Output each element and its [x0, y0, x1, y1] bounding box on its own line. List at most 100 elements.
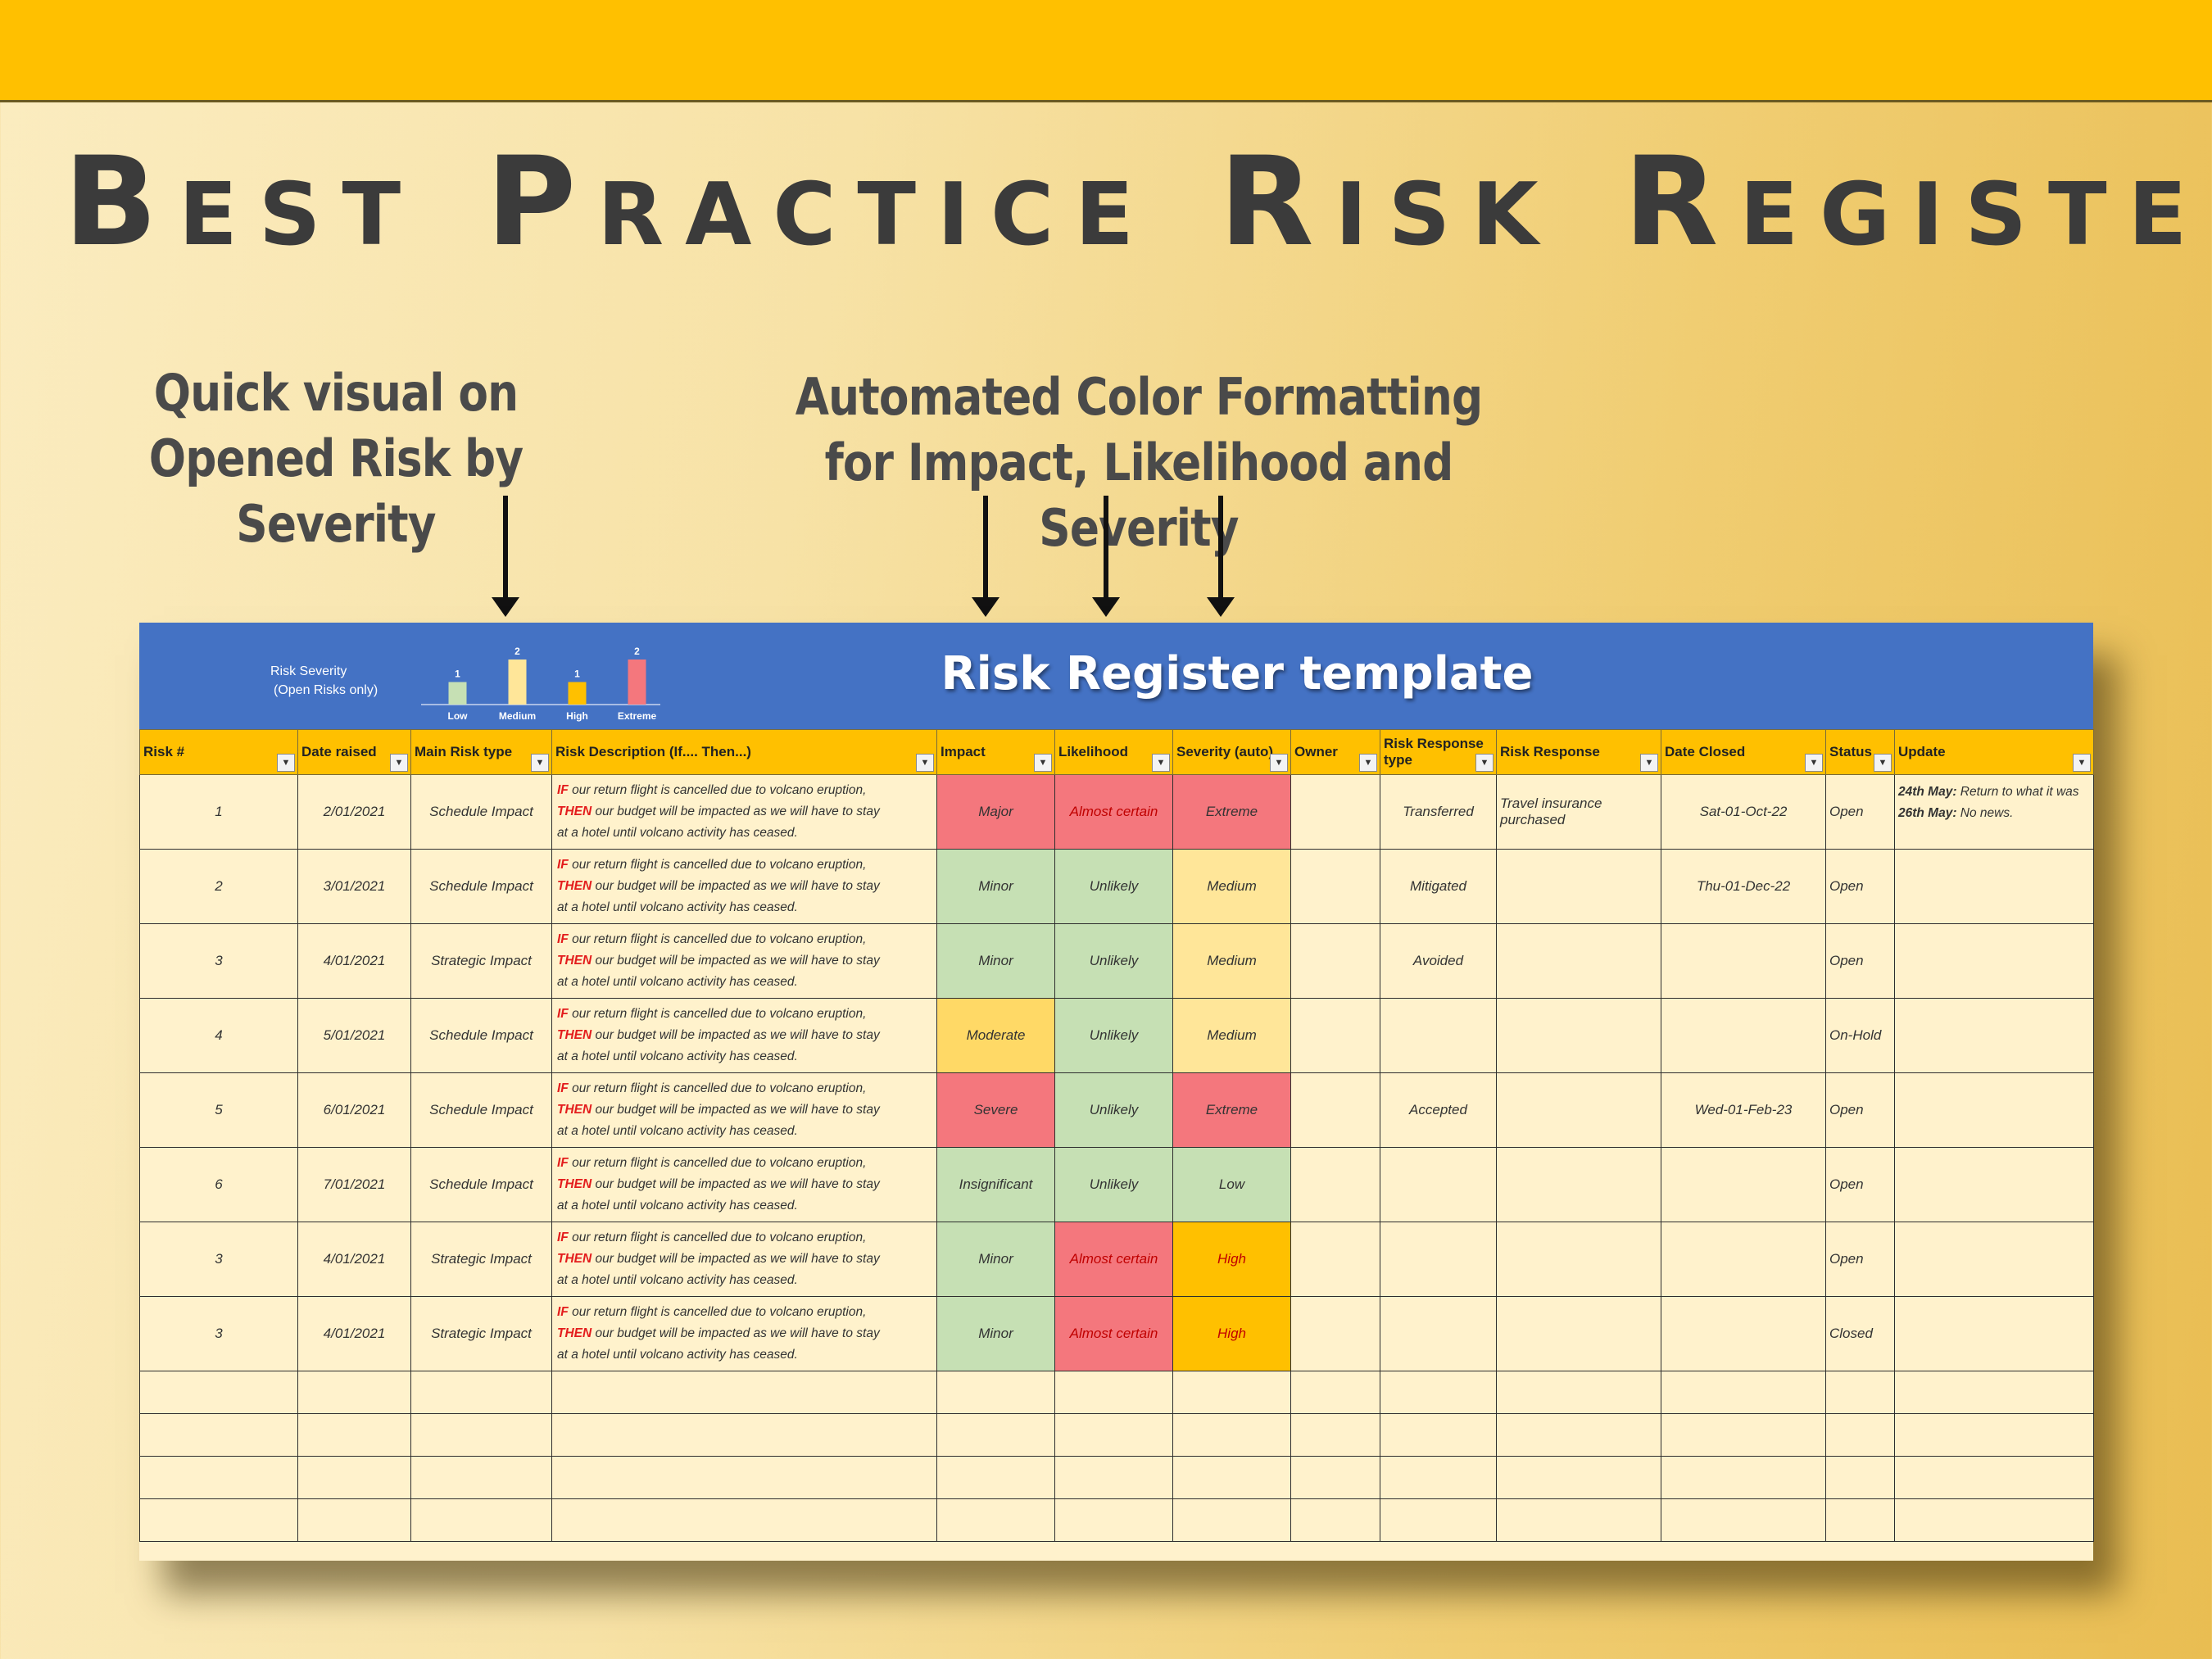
filter-dropdown-icon[interactable]: ▼	[1640, 754, 1658, 772]
cell-severity[interactable]: Low	[1172, 1147, 1291, 1222]
cell-risk-description[interactable]: IF our return flight is cancelled due to…	[551, 1222, 937, 1297]
empty-cell[interactable]	[551, 1413, 937, 1457]
empty-cell[interactable]	[1496, 1498, 1661, 1542]
cell-risk-response[interactable]	[1496, 1147, 1661, 1222]
filter-dropdown-icon[interactable]: ▼	[531, 754, 549, 772]
empty-cell[interactable]	[1290, 1413, 1380, 1457]
filter-dropdown-icon[interactable]: ▼	[1475, 754, 1494, 772]
cell-date-raised[interactable]: 5/01/2021	[297, 998, 411, 1073]
cell-risk-number[interactable]: 5	[139, 1072, 298, 1148]
cell-update[interactable]	[1894, 849, 2094, 924]
cell-risk-response[interactable]	[1496, 923, 1661, 999]
empty-cell[interactable]	[1380, 1413, 1497, 1457]
cell-risk-response[interactable]	[1496, 1222, 1661, 1297]
empty-cell[interactable]	[139, 1498, 298, 1542]
cell-response-type[interactable]: Accepted	[1380, 1072, 1497, 1148]
cell-impact[interactable]: Moderate	[936, 998, 1055, 1073]
empty-cell[interactable]	[1172, 1371, 1291, 1414]
empty-cell[interactable]	[139, 1456, 298, 1499]
empty-cell[interactable]	[551, 1498, 937, 1542]
cell-update[interactable]	[1894, 1296, 2094, 1371]
cell-response-type[interactable]: Avoided	[1380, 923, 1497, 999]
empty-cell[interactable]	[1825, 1498, 1895, 1542]
cell-date-raised[interactable]: 4/01/2021	[297, 1296, 411, 1371]
cell-response-type[interactable]	[1380, 1296, 1497, 1371]
empty-cell[interactable]	[1825, 1413, 1895, 1457]
cell-impact[interactable]: Insignificant	[936, 1147, 1055, 1222]
cell-response-type[interactable]	[1380, 1222, 1497, 1297]
empty-cell[interactable]	[139, 1371, 298, 1414]
cell-owner[interactable]	[1290, 774, 1380, 850]
cell-risk-response[interactable]	[1496, 1072, 1661, 1148]
cell-date-raised[interactable]: 4/01/2021	[297, 1222, 411, 1297]
cell-date-closed[interactable]	[1661, 923, 1826, 999]
empty-cell[interactable]	[551, 1371, 937, 1414]
cell-update[interactable]: 24th May: Return to what it was 26th May:…	[1894, 774, 2094, 850]
empty-cell[interactable]	[1894, 1498, 2094, 1542]
cell-risk-description[interactable]: IF our return flight is cancelled due to…	[551, 774, 937, 850]
cell-date-closed[interactable]: Wed-01-Feb-23	[1661, 1072, 1826, 1148]
cell-status[interactable]: Closed	[1825, 1296, 1895, 1371]
empty-cell[interactable]	[1172, 1413, 1291, 1457]
cell-risk-type[interactable]: Strategic Impact	[410, 1222, 552, 1297]
cell-update[interactable]	[1894, 1222, 2094, 1297]
cell-likelihood[interactable]: Unlikely	[1054, 998, 1173, 1073]
empty-cell[interactable]	[1290, 1371, 1380, 1414]
empty-cell[interactable]	[1496, 1413, 1661, 1457]
empty-cell[interactable]	[1894, 1413, 2094, 1457]
empty-cell[interactable]	[1290, 1456, 1380, 1499]
cell-date-closed[interactable]	[1661, 1296, 1826, 1371]
empty-cell[interactable]	[297, 1456, 411, 1499]
cell-severity[interactable]: High	[1172, 1296, 1291, 1371]
cell-likelihood[interactable]: Almost certain	[1054, 774, 1173, 850]
cell-date-closed[interactable]	[1661, 1147, 1826, 1222]
empty-cell[interactable]	[1054, 1456, 1173, 1499]
empty-cell[interactable]	[936, 1498, 1055, 1542]
filter-dropdown-icon[interactable]: ▼	[390, 754, 408, 772]
cell-severity[interactable]: Medium	[1172, 998, 1291, 1073]
cell-severity[interactable]: Medium	[1172, 849, 1291, 924]
filter-dropdown-icon[interactable]: ▼	[1805, 754, 1823, 772]
cell-update[interactable]	[1894, 1072, 2094, 1148]
cell-likelihood[interactable]: Unlikely	[1054, 849, 1173, 924]
cell-status[interactable]: On-Hold	[1825, 998, 1895, 1073]
empty-cell[interactable]	[1661, 1371, 1826, 1414]
empty-cell[interactable]	[1894, 1456, 2094, 1499]
cell-date-raised[interactable]: 2/01/2021	[297, 774, 411, 850]
empty-cell[interactable]	[410, 1413, 552, 1457]
empty-cell[interactable]	[1496, 1371, 1661, 1414]
empty-cell[interactable]	[297, 1498, 411, 1542]
empty-cell[interactable]	[1894, 1371, 2094, 1414]
empty-cell[interactable]	[1825, 1371, 1895, 1414]
cell-date-closed[interactable]	[1661, 1222, 1826, 1297]
cell-impact[interactable]: Minor	[936, 849, 1055, 924]
cell-date-raised[interactable]: 6/01/2021	[297, 1072, 411, 1148]
filter-dropdown-icon[interactable]: ▼	[277, 754, 295, 772]
empty-cell[interactable]	[1661, 1413, 1826, 1457]
empty-cell[interactable]	[410, 1498, 552, 1542]
cell-risk-type[interactable]: Schedule Impact	[410, 1147, 552, 1222]
cell-severity[interactable]: High	[1172, 1222, 1291, 1297]
cell-owner[interactable]	[1290, 1072, 1380, 1148]
cell-risk-description[interactable]: IF our return flight is cancelled due to…	[551, 998, 937, 1073]
empty-cell[interactable]	[1661, 1456, 1826, 1499]
cell-update[interactable]	[1894, 1147, 2094, 1222]
cell-risk-type[interactable]: Schedule Impact	[410, 998, 552, 1073]
cell-severity[interactable]: Extreme	[1172, 774, 1291, 850]
cell-risk-number[interactable]: 3	[139, 1222, 298, 1297]
empty-cell[interactable]	[551, 1456, 937, 1499]
empty-cell[interactable]	[1380, 1498, 1497, 1542]
cell-impact[interactable]: Minor	[936, 1296, 1055, 1371]
cell-risk-number[interactable]: 6	[139, 1147, 298, 1222]
empty-cell[interactable]	[936, 1413, 1055, 1457]
cell-status[interactable]: Open	[1825, 1222, 1895, 1297]
empty-cell[interactable]	[936, 1371, 1055, 1414]
cell-risk-type[interactable]: Strategic Impact	[410, 923, 552, 999]
filter-dropdown-icon[interactable]: ▼	[1152, 754, 1170, 772]
cell-risk-number[interactable]: 1	[139, 774, 298, 850]
filter-dropdown-icon[interactable]: ▼	[916, 754, 934, 772]
empty-cell[interactable]	[1172, 1456, 1291, 1499]
cell-risk-number[interactable]: 4	[139, 998, 298, 1073]
cell-impact[interactable]: Minor	[936, 923, 1055, 999]
cell-date-raised[interactable]: 4/01/2021	[297, 923, 411, 999]
